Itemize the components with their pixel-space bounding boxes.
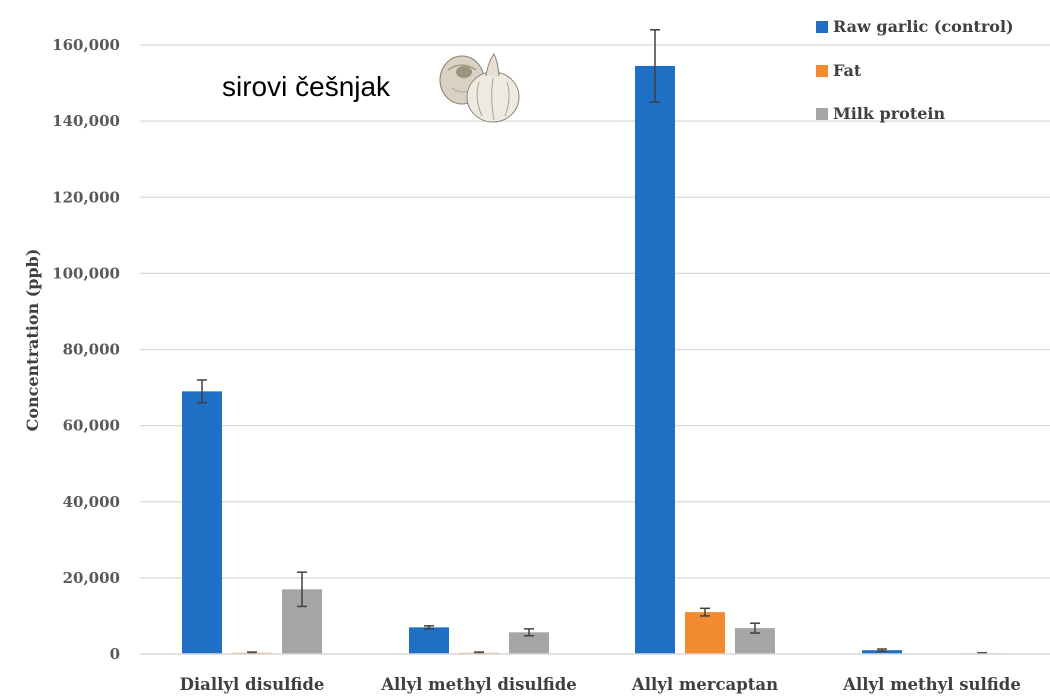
y-axis-ticks: 0 20,000 40,000 60,000 80,000 100,000 120,000 1… (52, 36, 120, 663)
annotation-text: sirovi češnjak (222, 71, 391, 102)
gridlines (140, 44, 1050, 579)
x-category-label: Diallyl disulfide (180, 675, 325, 694)
y-tick-label: 40,000 (63, 493, 120, 511)
error-bars (197, 29, 987, 655)
y-tick-label: 160,000 (52, 36, 120, 54)
x-category-label: Allyl mercaptan (631, 675, 778, 694)
legend-label: Fat (833, 61, 862, 80)
legend-swatch (816, 108, 828, 120)
x-axis-categories: Diallyl disulfide Allyl methyl disulfide A… (180, 675, 1021, 694)
y-tick-label: 80,000 (63, 341, 120, 359)
legend-label: Raw garlic (control) (833, 17, 1014, 36)
garlic-bulb-icon (439, 53, 520, 123)
x-category-label: Allyl methyl sulfide (842, 675, 1021, 694)
legend-swatch (816, 21, 828, 33)
legend: Raw garlic (control) Fat Milk protein (816, 17, 1014, 123)
y-tick-label: 20,000 (63, 569, 120, 587)
bar (635, 65, 675, 654)
bar (862, 650, 902, 654)
y-axis-label: Concentration (ppb) (23, 249, 42, 432)
bar (409, 627, 449, 654)
legend-label: Milk protein (833, 104, 945, 123)
legend-swatch (816, 65, 828, 77)
y-tick-label: 100,000 (52, 264, 120, 282)
y-tick-label: 120,000 (52, 188, 120, 206)
bar (509, 632, 549, 654)
y-tick-label: 60,000 (63, 417, 120, 435)
x-category-label: Allyl methyl disulfide (380, 675, 577, 694)
bars (182, 65, 1002, 654)
bar (182, 391, 222, 654)
y-tick-label: 0 (110, 645, 120, 663)
y-tick-label: 140,000 (52, 112, 120, 130)
bar (685, 612, 725, 654)
